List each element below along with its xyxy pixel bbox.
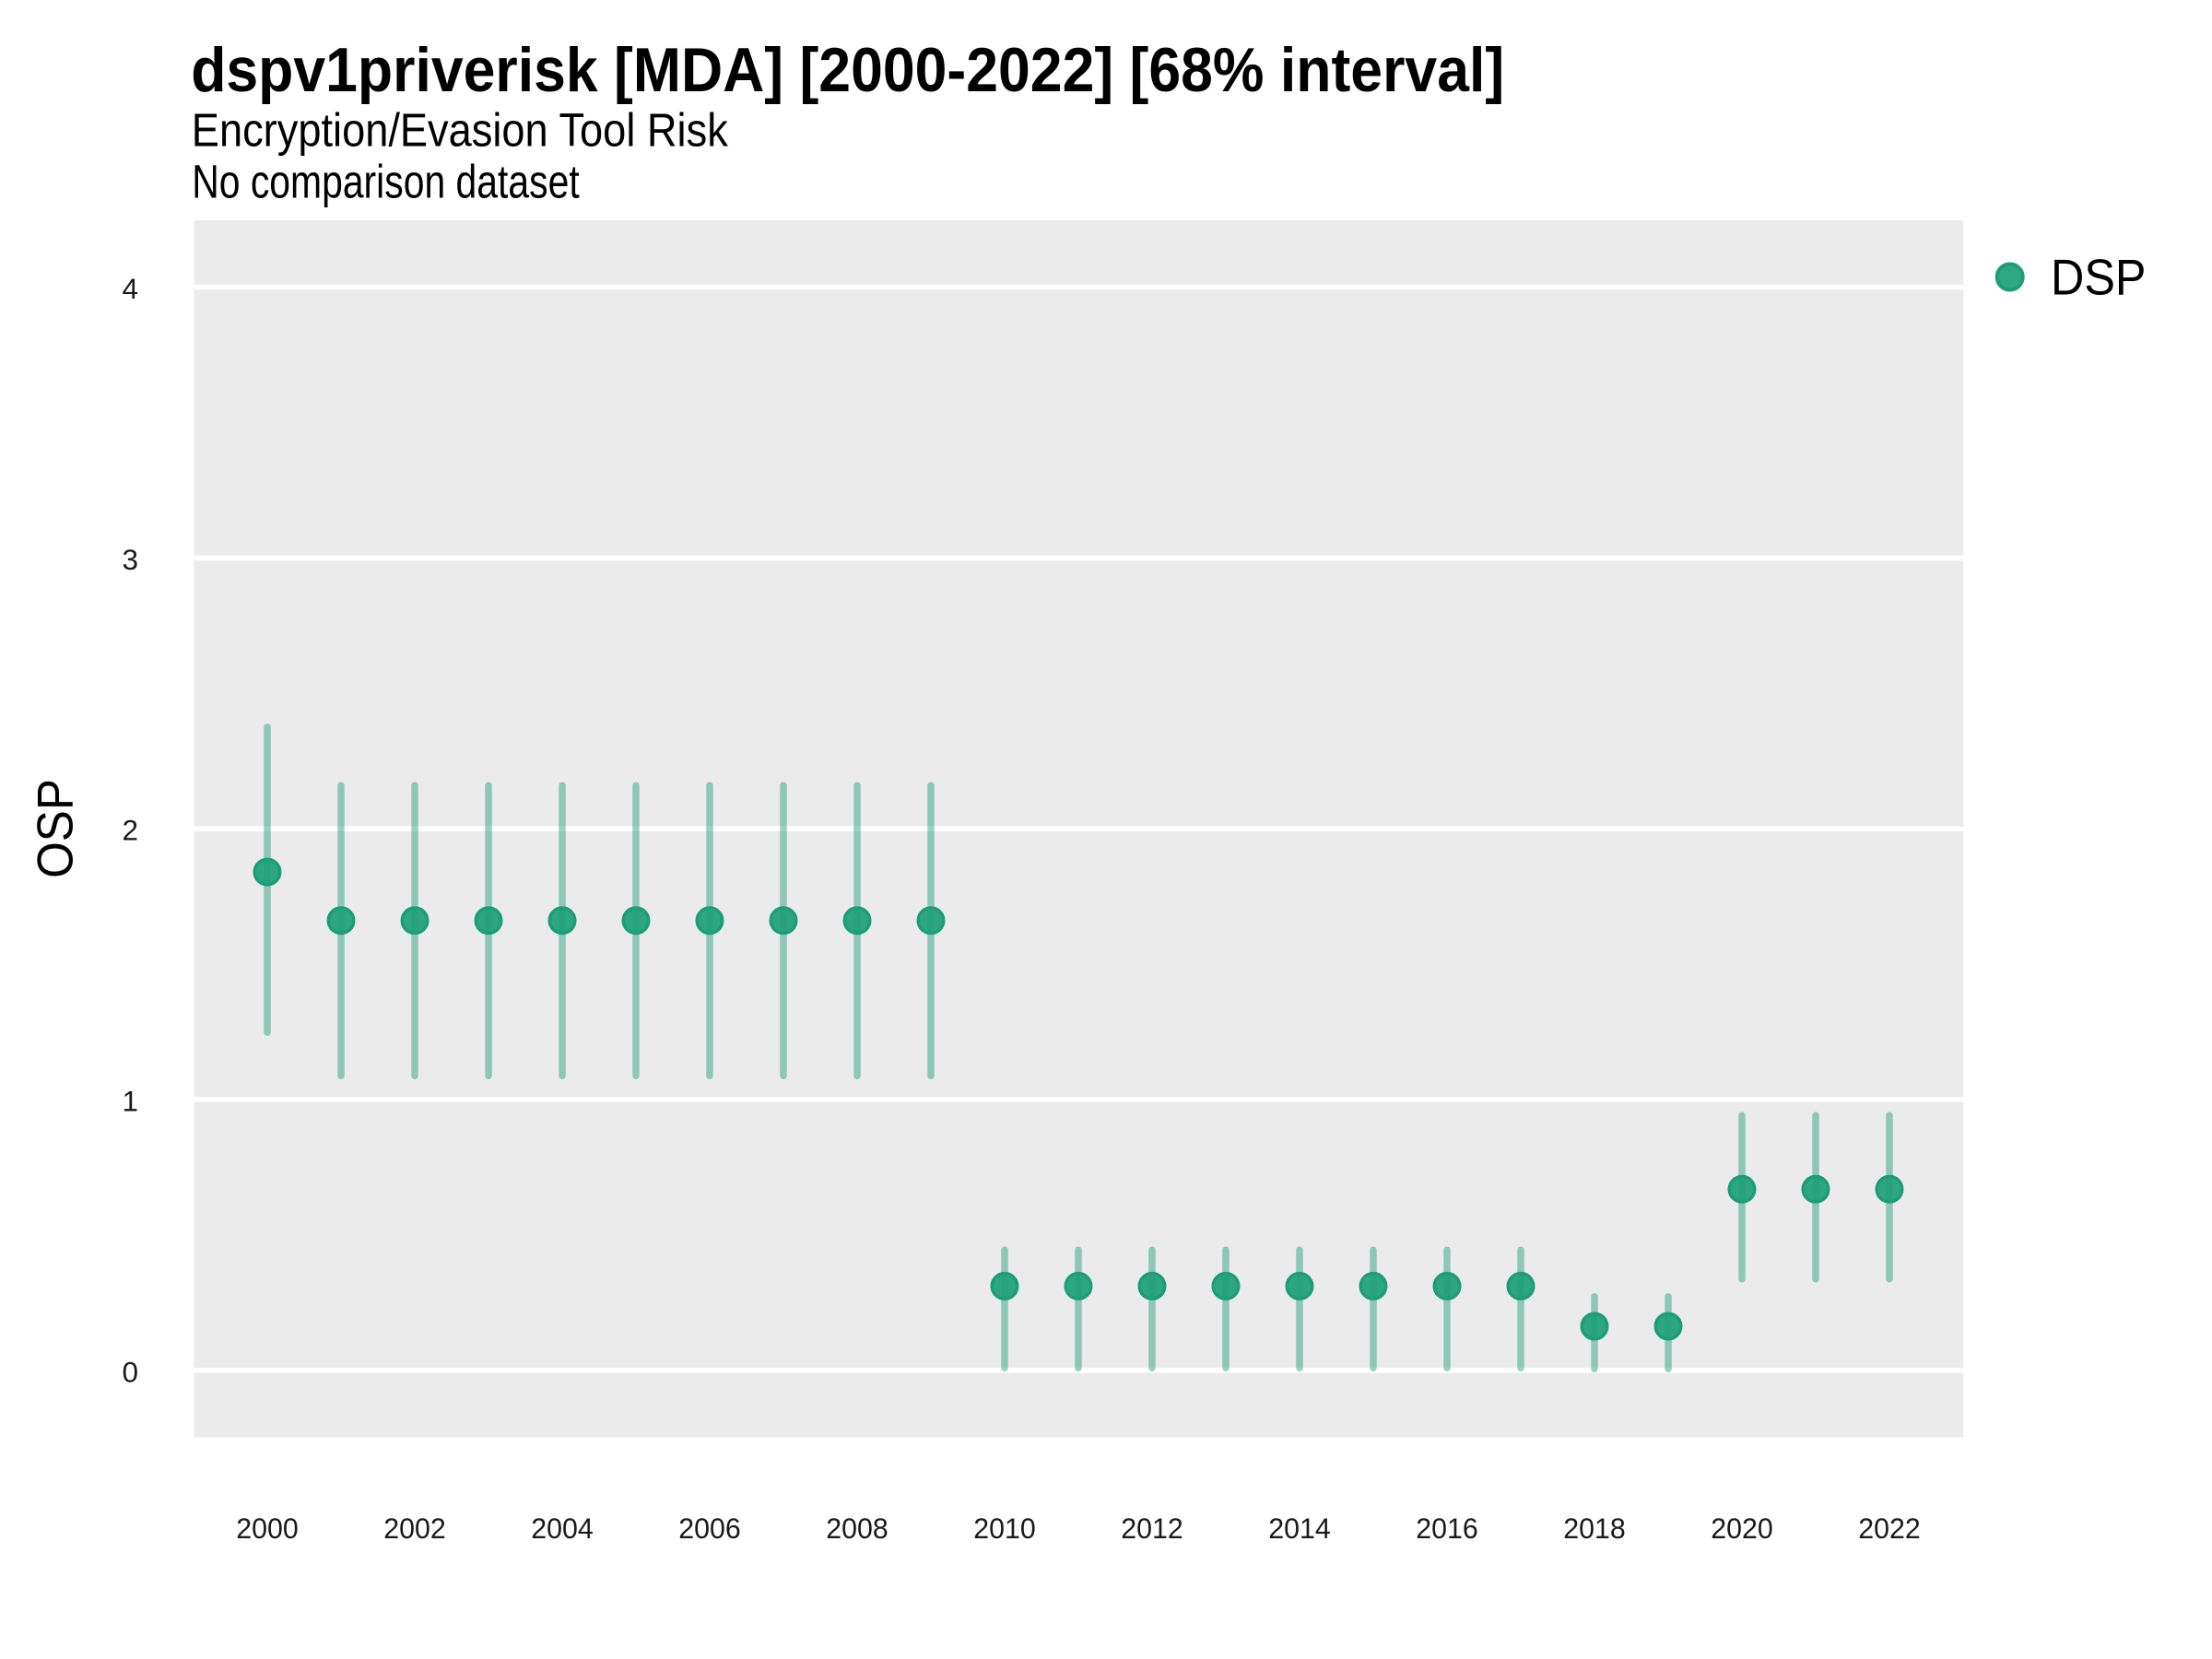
svg-text:1: 1 xyxy=(122,1085,138,1118)
svg-text:2018: 2018 xyxy=(1563,1512,1626,1545)
svg-text:No comparison dataset: No comparison dataset xyxy=(192,155,580,207)
svg-text:DSP: DSP xyxy=(2051,248,2147,305)
svg-text:Encryption/Evasion Tool Risk: Encryption/Evasion Tool Risk xyxy=(192,104,728,157)
svg-text:2014: 2014 xyxy=(1268,1512,1331,1545)
svg-text:2012: 2012 xyxy=(1121,1512,1183,1545)
svg-text:OSP: OSP xyxy=(27,779,84,878)
svg-text:2010: 2010 xyxy=(973,1512,1036,1545)
svg-text:2016: 2016 xyxy=(1416,1512,1478,1545)
svg-text:2020: 2020 xyxy=(1711,1512,1773,1545)
svg-text:2: 2 xyxy=(122,814,138,847)
svg-text:2022: 2022 xyxy=(1858,1512,1921,1545)
svg-text:4: 4 xyxy=(122,272,138,305)
svg-text:2008: 2008 xyxy=(826,1512,888,1545)
svg-text:3: 3 xyxy=(122,543,138,576)
svg-text:2002: 2002 xyxy=(383,1512,446,1545)
svg-text:2006: 2006 xyxy=(678,1512,741,1545)
svg-text:2004: 2004 xyxy=(531,1512,594,1545)
svg-text:2000: 2000 xyxy=(236,1512,299,1545)
svg-text:dspv1priverisk [MDA] [2000-202: dspv1priverisk [MDA] [2000-2022] [68% in… xyxy=(191,35,1504,105)
svg-text:0: 0 xyxy=(122,1355,138,1388)
